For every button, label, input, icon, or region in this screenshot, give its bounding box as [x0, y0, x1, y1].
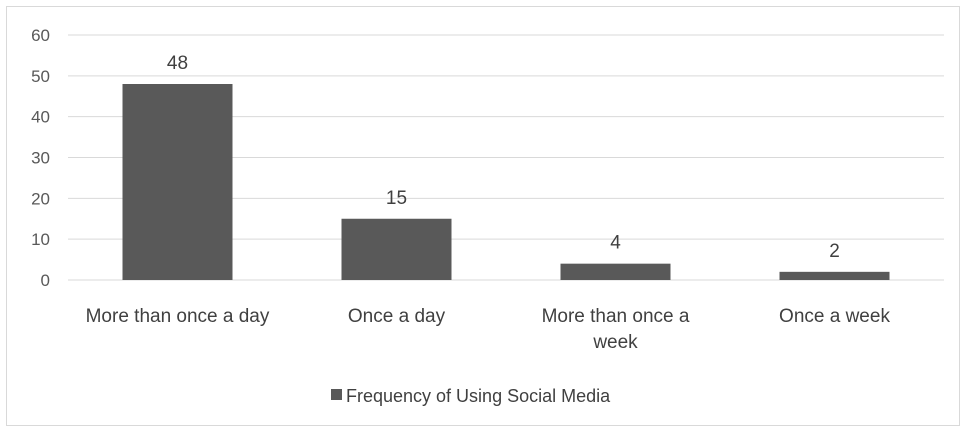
category-label: More than once a day	[86, 306, 270, 327]
y-tick-label: 10	[31, 230, 50, 249]
y-tick-label: 50	[31, 67, 50, 86]
bar	[779, 271, 890, 280]
y-tick-label: 0	[41, 271, 50, 290]
legend-swatch	[331, 389, 342, 400]
data-label: 4	[610, 233, 621, 254]
legend-label: Frequency of Using Social Media	[346, 386, 611, 406]
bars	[122, 84, 890, 280]
legend: Frequency of Using Social Media	[331, 386, 611, 406]
category-label: More than once a	[542, 306, 690, 327]
category-label: Once a week	[779, 306, 890, 327]
bar	[560, 263, 671, 280]
category-label: week	[592, 332, 638, 353]
data-labels: 48 15 4 2	[167, 53, 840, 262]
data-label: 2	[829, 241, 840, 262]
x-axis-categories: More than once a day Once a day More than …	[86, 306, 891, 353]
bar	[122, 84, 233, 280]
y-axis-ticks: 0 10 20 30 40 50 60	[31, 26, 50, 290]
y-tick-label: 40	[31, 108, 50, 127]
data-label: 48	[167, 53, 188, 74]
y-tick-label: 30	[31, 149, 50, 168]
category-label: Once a day	[348, 306, 446, 327]
y-tick-label: 60	[31, 26, 50, 45]
y-tick-label: 20	[31, 189, 50, 208]
bar	[341, 218, 452, 280]
data-label: 15	[386, 188, 407, 209]
